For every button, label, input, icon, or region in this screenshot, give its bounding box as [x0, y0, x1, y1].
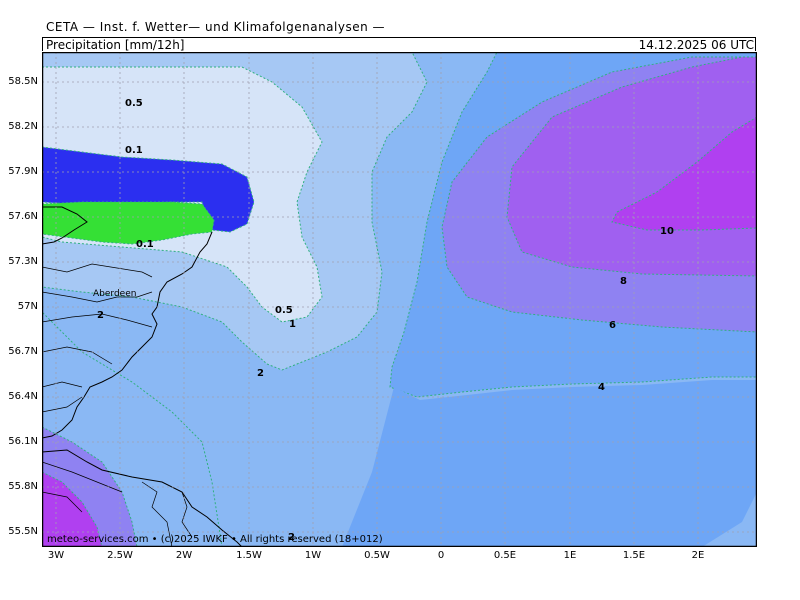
lon-label: 0 — [437, 550, 445, 561]
copyright-footer: meteo-services.com • (c)2025 IWKF • All … — [47, 534, 383, 545]
coastline — [42, 231, 213, 439]
contour-label: 6 — [609, 320, 616, 331]
contour-label: 8 — [620, 276, 627, 287]
valid-time: 14.12.2025 06 UTC — [638, 38, 754, 52]
lon-label: 1E — [563, 550, 577, 561]
lat-label: 56.7N — [8, 346, 38, 357]
contour-label: 2 — [257, 368, 264, 379]
lon-label: 1.5W — [236, 550, 262, 561]
contour-label: 0.5 — [275, 305, 293, 316]
lat-label: 55.8N — [8, 481, 38, 492]
precipitation-map[interactable]: 0.5 0.1 0.1 0.5 1 2 2 2 4 6 8 10 Aberdee… — [42, 52, 757, 547]
coastline-north — [42, 206, 88, 245]
city-label-aberdeen: Aberdeen — [93, 289, 136, 299]
precip-area-10mm — [611, 116, 757, 231]
lat-label: 57.9N — [8, 166, 38, 177]
lat-label: 55.5N — [8, 526, 38, 537]
contour-label: 0.1 — [136, 239, 154, 250]
precip-area-sw-purple-inner — [42, 471, 103, 547]
lon-label: 0.5E — [493, 550, 517, 561]
lon-label: 1W — [304, 550, 322, 561]
map-title: CETA — Inst. f. Wetter— und Klimafolgena… — [46, 20, 386, 34]
lat-label: 56.1N — [8, 436, 38, 447]
contour-label: 4 — [598, 382, 605, 393]
lon-label: 3W — [47, 550, 65, 561]
map-frame — [42, 52, 757, 547]
header-bar — [42, 37, 756, 51]
precip-area-01mm — [42, 146, 255, 233]
lon-label: 2E — [691, 550, 705, 561]
lat-label: 57.3N — [8, 256, 38, 267]
lon-label: 2W — [175, 550, 193, 561]
region-boundary — [42, 263, 193, 547]
lat-label: 57.6N — [8, 211, 38, 222]
graticule — [42, 52, 757, 547]
contour-label: 2 — [97, 310, 104, 321]
contour-label: 0.5 — [125, 98, 143, 109]
lat-label: 56.4N — [8, 391, 38, 402]
lon-label: 0.5W — [364, 550, 390, 561]
lat-label: 57N — [17, 301, 38, 312]
lon-label: 2.5W — [107, 550, 133, 561]
contour-label: 0.1 — [125, 145, 143, 156]
precip-area-zero — [42, 201, 215, 245]
precip-area-4mm-east — [342, 380, 757, 547]
parameter-label: Precipitation [mm/12h] — [46, 38, 185, 52]
contour-label: 10 — [660, 226, 674, 237]
lat-label: 58.5N — [8, 76, 38, 87]
lon-label: 1.5E — [622, 550, 646, 561]
lat-label: 58.2N — [8, 121, 38, 132]
contour-label: 1 — [289, 319, 296, 330]
contour-label: 2 — [288, 532, 295, 543]
